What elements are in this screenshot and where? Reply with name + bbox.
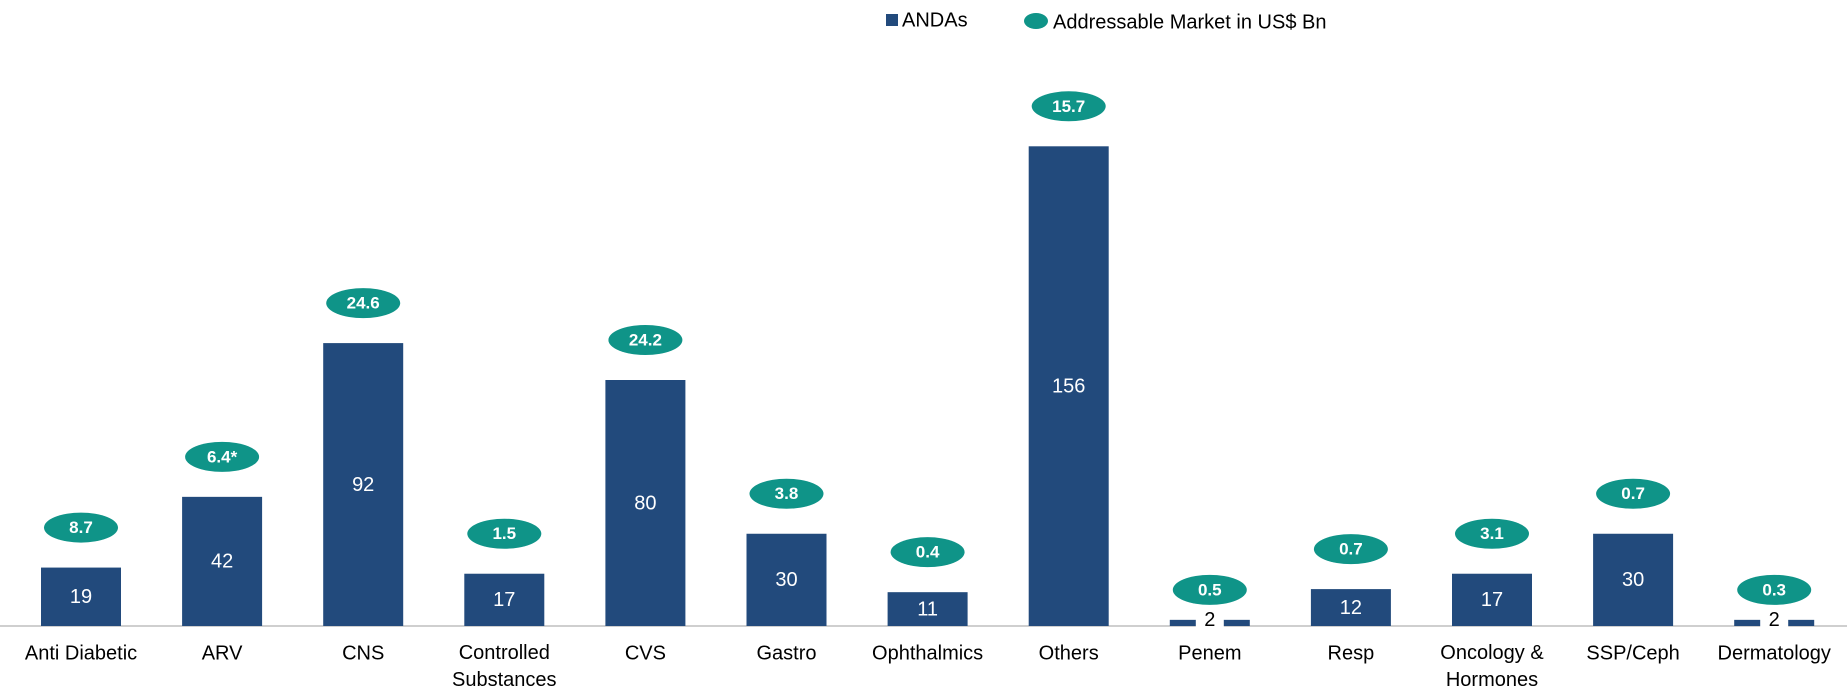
market-bubble — [749, 478, 824, 509]
market-label: 1.5 — [492, 524, 516, 543]
bar-label: 12 — [1340, 597, 1362, 619]
legend-swatch — [1024, 13, 1048, 29]
bar — [1028, 146, 1109, 627]
x-tick-label: SSP/Ceph — [1586, 642, 1679, 664]
bar — [746, 533, 827, 626]
market-bubble — [1455, 518, 1529, 549]
market-label: 6.4* — [207, 447, 238, 466]
market-label: 3.1 — [1480, 524, 1504, 543]
bar — [323, 343, 404, 626]
market-label: 0.4 — [916, 543, 940, 562]
market-bubble — [1737, 574, 1812, 605]
market-label: 24.2 — [629, 330, 662, 349]
bar-label: 2 — [1204, 609, 1215, 631]
x-tick-label: Anti Diabetic — [25, 642, 137, 664]
legend-swatch — [886, 14, 898, 26]
label-bg — [1195, 609, 1224, 630]
bar-label: 11 — [917, 598, 938, 620]
market-bubble — [326, 288, 401, 319]
x-tick-label: Ophthalmics — [872, 642, 983, 664]
x-tick-label: Gastro — [756, 642, 816, 664]
market-label: 0.5 — [1198, 580, 1222, 599]
bar — [1593, 533, 1674, 626]
x-tick-label: ARV — [202, 642, 243, 664]
market-bubble — [1172, 574, 1247, 605]
market-label: 8.7 — [69, 518, 93, 537]
legend-label: Addressable Market in US$ Bn — [1053, 11, 1326, 33]
market-bubble — [467, 518, 542, 549]
bar-label: 17 — [1481, 589, 1503, 611]
x-tick-label: Dermatology — [1718, 642, 1831, 664]
bar — [464, 573, 545, 626]
x-tick-label: Controlled Substances — [452, 642, 557, 691]
x-tick-label: Penem — [1178, 642, 1241, 664]
market-label: 0.3 — [1762, 580, 1786, 599]
bar — [1310, 589, 1391, 626]
market-bubble — [1596, 478, 1671, 509]
legend-label: ANDAs — [902, 9, 968, 31]
market-label: 15.7 — [1052, 97, 1085, 116]
bar-label: 156 — [1052, 375, 1085, 397]
bar — [182, 496, 263, 626]
x-tick-label: Others — [1039, 642, 1099, 664]
market-bubble — [1313, 534, 1388, 565]
market-label: 0.7 — [1621, 484, 1645, 503]
x-tick-label: CNS — [342, 642, 384, 664]
bar — [1452, 573, 1532, 626]
x-tick-label: Resp — [1328, 642, 1375, 664]
x-tick-label: Oncology & Hormones — [1440, 642, 1544, 691]
label-bg — [1760, 609, 1789, 630]
market-bubble — [1031, 91, 1106, 122]
market-bubble — [608, 325, 683, 355]
bar-label: 30 — [775, 569, 797, 591]
bar — [887, 592, 968, 626]
bar-label: 17 — [493, 589, 515, 611]
market-label: 0.7 — [1339, 540, 1363, 559]
bar-label: 42 — [211, 551, 233, 573]
bar — [605, 380, 686, 626]
bar-label: 30 — [1622, 569, 1644, 591]
bar — [41, 567, 121, 626]
bar-label: 19 — [70, 586, 92, 608]
bar-label: 80 — [634, 492, 656, 514]
x-tick-label: CVS — [625, 642, 666, 664]
market-bubble — [890, 537, 965, 568]
market-bubble — [44, 512, 118, 543]
market-label: 24.6 — [347, 294, 380, 313]
market-label: 3.8 — [775, 484, 799, 503]
bar-label: 92 — [352, 474, 374, 496]
bar-label: 2 — [1769, 609, 1780, 631]
market-bubble — [185, 441, 260, 472]
